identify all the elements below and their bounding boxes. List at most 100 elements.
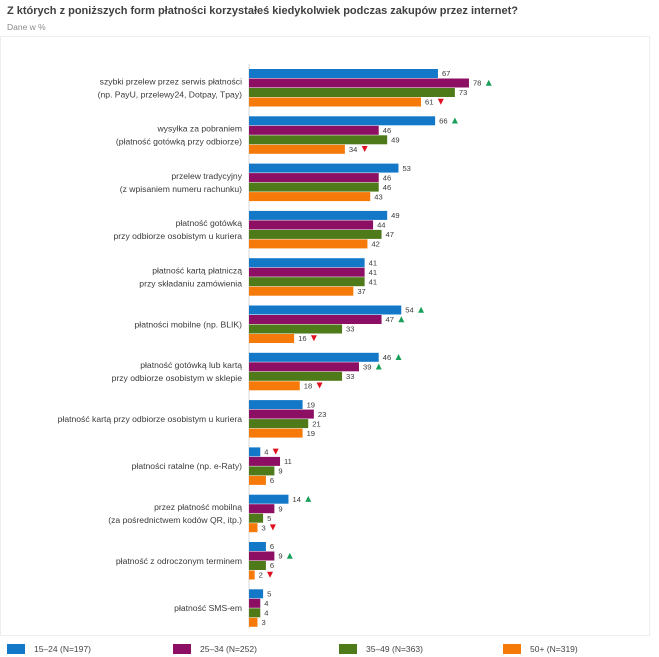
legend-item-25-34: 25–34 (N=252) <box>173 641 257 657</box>
bar <box>249 135 388 145</box>
data-label: 9 <box>278 504 282 513</box>
legend: 15–24 (N=197) 25–34 (N=252) 35–49 (N=363… <box>0 641 659 657</box>
data-label: 4 <box>264 448 268 457</box>
triangle-down-icon <box>310 335 317 342</box>
data-label: 33 <box>346 325 354 334</box>
data-label: 61 <box>425 98 433 107</box>
data-label: 3 <box>261 618 265 627</box>
bar <box>249 475 266 485</box>
bar <box>249 267 365 277</box>
bar <box>249 400 303 410</box>
bar <box>249 78 469 88</box>
bar <box>249 173 379 183</box>
chart-frame <box>0 36 650 636</box>
category-label: płatność SMS-em <box>174 603 242 613</box>
data-label: 21 <box>312 419 320 428</box>
data-label: 46 <box>383 126 391 135</box>
bar <box>249 334 295 343</box>
triangle-up-icon <box>286 552 293 559</box>
bar <box>249 542 266 551</box>
data-label: 11 <box>284 457 292 466</box>
triangle-down-icon <box>316 382 323 389</box>
data-label: 46 <box>383 353 391 362</box>
bar <box>249 286 354 296</box>
bar <box>249 144 345 154</box>
data-label: 49 <box>391 136 399 145</box>
category-label: przy składaniu zamówienia <box>139 278 242 288</box>
data-label: 14 <box>292 495 300 504</box>
data-label: 5 <box>267 590 271 599</box>
category-label: (z wpisaniem numeru rachunku) <box>120 184 242 194</box>
bar <box>249 182 379 192</box>
triangle-up-icon <box>451 117 458 124</box>
data-label: 37 <box>357 287 365 296</box>
bar <box>249 220 374 230</box>
legend-swatch <box>7 644 25 654</box>
data-label: 73 <box>459 88 467 97</box>
category-label: płatność gotówką <box>176 218 243 228</box>
category-label: płatność z odroczonym terminem <box>116 556 242 566</box>
triangle-down-icon <box>437 98 444 105</box>
data-label: 6 <box>270 561 274 570</box>
triangle-up-icon <box>305 495 312 502</box>
bar <box>249 362 359 372</box>
data-label: 41 <box>369 258 377 267</box>
bar <box>249 381 300 391</box>
data-label: 19 <box>307 400 315 409</box>
data-label: 41 <box>369 268 377 277</box>
data-label: 18 <box>304 382 312 391</box>
bar <box>249 305 402 315</box>
data-label: 46 <box>383 173 391 182</box>
data-label: 19 <box>307 429 315 438</box>
category-label: płatność gotówką lub kartą <box>140 360 242 370</box>
legend-swatch <box>339 644 357 654</box>
data-label: 41 <box>369 277 377 286</box>
bar <box>249 617 258 627</box>
bar <box>249 456 281 466</box>
bar <box>249 504 275 514</box>
data-label: 78 <box>473 79 481 88</box>
bar <box>249 352 379 362</box>
legend-label: 15–24 (N=197) <box>34 644 91 654</box>
data-label: 34 <box>349 145 357 154</box>
chart-subtitle: Dane w % <box>7 22 46 32</box>
bar <box>249 447 261 457</box>
bar <box>249 324 343 334</box>
category-label: (płatność gotówką przy odbiorze) <box>116 137 242 147</box>
triangle-down-icon <box>272 448 279 455</box>
category-label: szybki przelew przez serwis płatności <box>100 76 242 86</box>
bar <box>249 551 275 561</box>
data-label: 2 <box>259 571 263 580</box>
data-label: 42 <box>371 240 379 249</box>
data-label: 44 <box>377 221 385 230</box>
data-label: 4 <box>264 609 268 618</box>
category-label: wysyłka za pobraniem <box>156 124 242 134</box>
data-label: 3 <box>261 523 265 532</box>
bar <box>249 570 255 580</box>
triangle-up-icon <box>485 79 492 86</box>
data-label: 66 <box>439 117 447 126</box>
data-label: 49 <box>391 211 399 220</box>
bar <box>249 116 436 126</box>
bar <box>249 598 261 608</box>
data-label: 4 <box>264 599 268 608</box>
triangle-up-icon <box>418 306 425 313</box>
legend-label: 50+ (N=319) <box>530 644 578 654</box>
bar <box>249 315 382 324</box>
category-label: przy odbiorze osobistym u kuriera <box>114 231 243 241</box>
data-label: 6 <box>270 476 274 485</box>
triangle-up-icon <box>395 354 402 360</box>
bar <box>249 192 371 202</box>
triangle-up-icon <box>398 316 405 323</box>
data-label: 9 <box>278 467 282 476</box>
bar <box>249 229 382 239</box>
bar <box>249 419 309 429</box>
data-label: 67 <box>442 69 450 78</box>
bar <box>249 513 264 523</box>
bar <box>249 466 275 476</box>
bar <box>249 97 422 107</box>
data-label: 9 <box>278 552 282 561</box>
category-label: (za pośrednictwem kodów QR, itp.) <box>108 515 242 525</box>
bar <box>249 88 455 97</box>
legend-swatch <box>503 644 521 654</box>
